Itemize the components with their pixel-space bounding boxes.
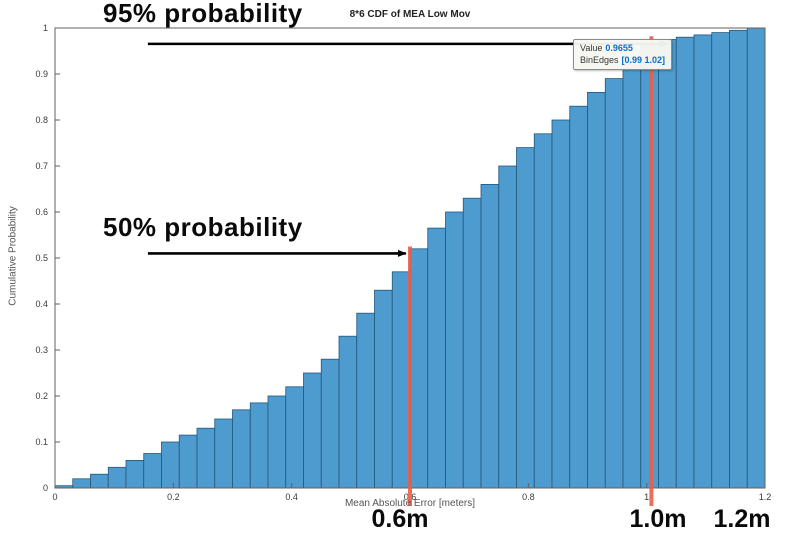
- y-tick-label: 0.1: [35, 437, 48, 447]
- y-tick-label: 0.6: [35, 207, 48, 217]
- cdf-bar: [693, 34, 713, 489]
- data-tip-value-row: Value 0.9655: [580, 42, 665, 54]
- cdf-bar: [320, 358, 340, 489]
- cdf-bar: [533, 133, 553, 489]
- cdf-bar: [391, 271, 411, 489]
- cdf-bar: [374, 289, 393, 489]
- y-tick-label: 0.9: [35, 69, 48, 79]
- reference-lines: [408, 36, 654, 506]
- cdf-bar: [356, 312, 375, 489]
- chart-title: 8*6 CDF of MEA Low Mov: [349, 9, 471, 20]
- cdf-bar: [409, 248, 429, 489]
- cdf-bar: [285, 386, 304, 489]
- cdf-bar: [338, 335, 358, 489]
- cdf-bar: [178, 434, 198, 489]
- y-tick-label: 0.4: [35, 299, 48, 309]
- data-tip-binedges-row: BinEdges [0.99 1.02]: [580, 54, 665, 66]
- bottom-label-1-0m: 1.0m: [629, 505, 687, 533]
- cdf-bar: [569, 105, 588, 489]
- data-tip[interactable]: Value 0.9655 BinEdges [0.99 1.02]: [573, 39, 673, 70]
- cdf-bar: [462, 197, 482, 489]
- cdf-bar: [161, 441, 180, 489]
- x-tick-label: 0.4: [285, 492, 298, 502]
- cdf-bar: [143, 453, 162, 489]
- cdf-bar: [551, 119, 571, 489]
- y-tick-label: 0.5: [35, 253, 48, 263]
- x-tick-label: 0.2: [167, 492, 180, 502]
- cdf-bar: [729, 29, 748, 489]
- cdf-bar: [214, 418, 233, 489]
- cdf-bar: [445, 211, 464, 489]
- annotation-50-probability: 50% probability: [103, 212, 303, 242]
- x-tick-label: 0.8: [522, 492, 535, 502]
- cdf-bar: [498, 165, 517, 489]
- cdf-bar: [232, 409, 251, 489]
- y-tick-label: 0.2: [35, 391, 48, 401]
- x-tick-label: 1.2: [759, 492, 772, 502]
- cdf-bar: [72, 478, 91, 489]
- cdf-bars: [54, 27, 766, 489]
- y-axis-label: Cumulative Probability: [7, 206, 19, 306]
- y-tick-label: 0.8: [35, 115, 48, 125]
- cdf-bar: [125, 459, 145, 489]
- data-tip-binedges-label: BinEdges: [580, 55, 619, 65]
- cdf-bar: [303, 372, 322, 489]
- cdf-bar: [622, 59, 642, 489]
- cdf-bar: [427, 227, 446, 489]
- cdf-bar: [480, 183, 500, 489]
- bottom-label-0-6m: 0.6m: [371, 505, 429, 533]
- cdf-bar: [249, 402, 269, 489]
- cdf-bar: [267, 395, 287, 489]
- x-axis-label: Mean Absolute Error [meters]: [344, 498, 476, 509]
- y-axis-ticks: 0 0.1 0.2 0.3 0.4 0.5 0.6 0.7 0.8 0.9 1: [35, 23, 60, 493]
- x-tick-label: 0: [52, 492, 57, 502]
- cdf-bar: [107, 466, 127, 489]
- y-tick-label: 0.3: [35, 345, 48, 355]
- y-tick-label: 0: [43, 483, 48, 493]
- cdf-bar: [196, 427, 216, 489]
- annotation-95-probability: 95% probability: [103, 0, 303, 28]
- y-tick-label: 1: [43, 23, 48, 33]
- cdf-bar: [516, 147, 535, 489]
- data-tip-binedges: [0.99 1.02]: [621, 55, 666, 65]
- data-tip-value-label: Value: [580, 43, 603, 53]
- cdf-bar: [658, 39, 677, 489]
- cdf-bar: [604, 78, 624, 489]
- bottom-label-1-2m: 1.2m: [713, 505, 771, 533]
- y-tick-label: 0.7: [35, 161, 48, 171]
- cdf-bar: [746, 27, 766, 489]
- cdf-bar: [90, 473, 109, 489]
- x-tick-label: 1: [644, 492, 649, 502]
- data-tip-value: 0.9655: [605, 43, 633, 53]
- cdf-bar: [587, 92, 606, 489]
- cdf-bar: [675, 36, 695, 489]
- cdf-bar: [711, 32, 730, 489]
